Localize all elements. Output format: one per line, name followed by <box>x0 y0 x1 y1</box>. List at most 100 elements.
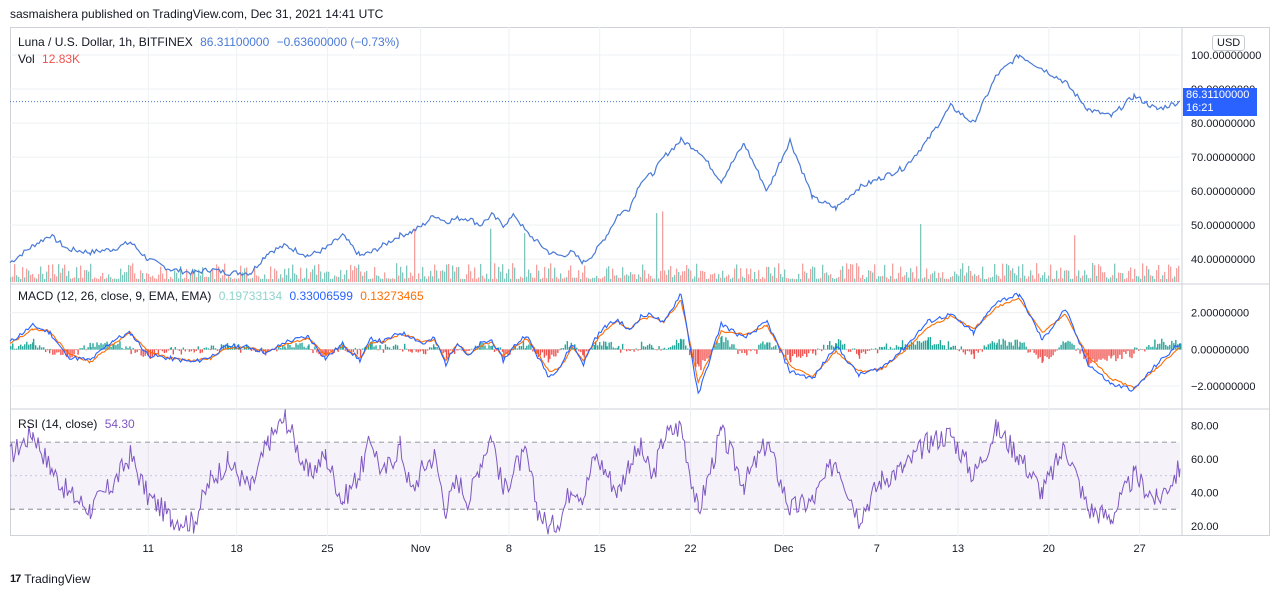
volume-bar <box>804 271 806 282</box>
volume-bar <box>564 277 566 282</box>
macd-histogram-bar <box>1154 339 1156 350</box>
macd-histogram-bar <box>733 344 735 350</box>
volume-bar <box>818 278 820 282</box>
macd-histogram-bar <box>112 344 114 350</box>
macd-histogram-bar <box>887 349 890 350</box>
macd-histogram-bar <box>402 349 404 352</box>
macd-histogram-bar <box>229 346 232 350</box>
macd-histogram-bar <box>704 349 706 362</box>
volume-bar <box>698 277 700 282</box>
macd-histogram-bar <box>371 341 373 350</box>
volume-bar <box>282 277 284 282</box>
volume-bar <box>20 278 22 282</box>
macd-histogram-bar <box>495 349 498 351</box>
macd-histogram-bar <box>1027 349 1029 353</box>
macd-histogram-bar <box>960 346 963 350</box>
volume-bar <box>658 278 660 282</box>
volume-bar <box>768 266 770 282</box>
macd-histogram-bar <box>24 344 26 350</box>
macd-histogram-bar <box>386 346 389 350</box>
volume-bar <box>98 278 100 282</box>
volume-bar <box>412 275 414 282</box>
volume-bar <box>792 278 794 282</box>
macd-histogram-bar <box>193 349 195 353</box>
macd-histogram-bar <box>908 344 911 350</box>
currency-button[interactable]: USD <box>1212 35 1246 51</box>
macd-tick-label: 0.00000000 <box>1191 344 1249 356</box>
macd-histogram-bar <box>741 349 743 354</box>
macd-histogram-bar <box>754 349 756 351</box>
volume-bar <box>424 276 426 282</box>
volume-bar <box>602 277 604 282</box>
macd-histogram-bar <box>929 336 932 350</box>
macd-histogram-bar <box>203 348 205 350</box>
volume-bar <box>1120 272 1122 282</box>
volume-bar <box>294 273 296 282</box>
volume-bar <box>60 272 62 282</box>
macd-histogram-bar <box>964 349 967 355</box>
volume-bar <box>504 278 506 282</box>
macd-histogram-bar <box>36 347 39 350</box>
macd-histogram-bar <box>1125 349 1127 354</box>
macd-histogram-bar <box>1129 349 1131 358</box>
volume-bar <box>540 278 542 282</box>
macd-histogram-bar <box>1041 349 1043 363</box>
macd-histogram-bar <box>541 349 544 353</box>
macd-histogram-bar <box>58 349 60 353</box>
volume-bar <box>146 273 148 282</box>
macd-histogram-bar <box>853 348 856 350</box>
macd-histogram-bar <box>891 348 894 350</box>
macd-histogram-bar <box>648 343 651 350</box>
macd-histogram-bar <box>1021 342 1023 350</box>
volume-bar <box>646 278 648 282</box>
volume-bar <box>10 277 12 282</box>
volume-bar <box>562 278 564 282</box>
macd-histogram-bar <box>858 349 861 359</box>
macd-histogram-bar <box>985 346 987 350</box>
macd-histogram-bar <box>250 349 252 351</box>
volume-bar <box>752 278 754 282</box>
volume-bar <box>1066 269 1068 282</box>
volume-bar <box>908 277 910 282</box>
macd-histogram-bar <box>1127 349 1129 352</box>
volume-bar <box>366 271 368 282</box>
volume-bar <box>28 270 30 282</box>
volume-bar <box>882 275 884 282</box>
volume-bar <box>1010 270 1012 282</box>
volume-bar <box>430 270 432 282</box>
volume-bar <box>234 278 236 282</box>
macd-histogram-bar <box>14 348 16 350</box>
macd-histogram-bar <box>250 349 253 351</box>
volume-bar <box>92 278 94 282</box>
macd-histogram-bar <box>406 348 408 350</box>
volume-bar <box>448 263 450 282</box>
macd-histogram-bar <box>1110 349 1112 359</box>
volume-bar <box>1142 263 1144 282</box>
main-legend: Luna / U.S. Dollar, 1h, BITFINEX 86.3110… <box>18 35 403 49</box>
macd-histogram-bar <box>658 346 660 350</box>
macd-histogram-bar <box>75 349 77 351</box>
macd-histogram-bar <box>155 349 158 350</box>
macd-histogram-bar <box>325 349 327 357</box>
volume-bar <box>672 277 674 282</box>
macd-histogram-bar <box>188 349 191 352</box>
volume-bar <box>58 264 60 282</box>
volume-bar <box>1038 273 1040 282</box>
volume-bar <box>726 276 728 282</box>
macd-histogram-bar <box>605 341 607 350</box>
volume-bar <box>580 278 582 282</box>
volume-bar <box>70 278 72 282</box>
macd-histogram-bar <box>210 345 213 350</box>
volume-bar <box>446 264 448 282</box>
volume-bar <box>936 278 938 282</box>
macd-histogram-bar <box>995 344 998 350</box>
footer[interactable]: 17 TradingView <box>10 572 90 586</box>
volume-bar <box>820 277 822 282</box>
macd-histogram-bar <box>547 349 550 363</box>
macd-histogram-bar <box>373 346 375 350</box>
volume-bar <box>892 263 894 282</box>
volume-bar <box>328 271 330 282</box>
macd-histogram-bar <box>100 343 102 350</box>
volume-bar <box>48 264 50 282</box>
